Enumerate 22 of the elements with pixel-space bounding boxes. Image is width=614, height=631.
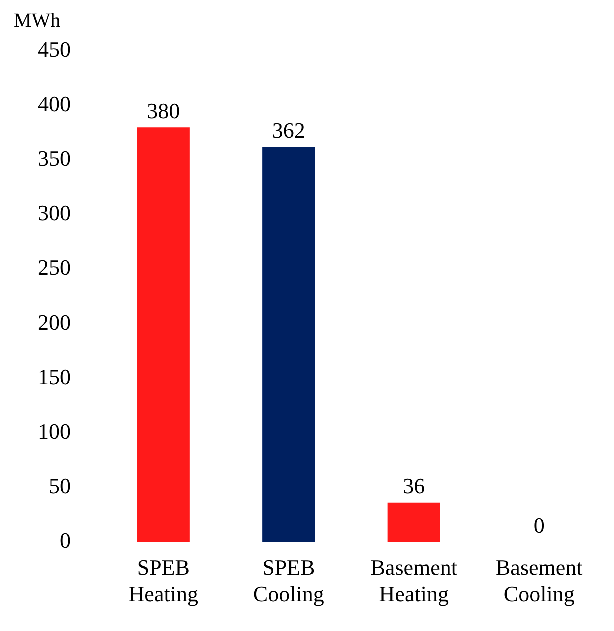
y-tick-label: 450: [38, 36, 71, 62]
bar: [388, 502, 440, 542]
bar: [262, 147, 316, 542]
x-tick-label: SPEB Cooling: [253, 555, 324, 607]
data-label: 0: [534, 512, 545, 538]
x-tick-label: Basement Heating: [370, 555, 458, 607]
bar: [137, 128, 190, 542]
y-tick-label: 0: [60, 528, 71, 553]
data-label: 380: [147, 98, 180, 124]
y-tick-label: 50: [49, 473, 71, 498]
y-tick-label: 400: [38, 92, 71, 117]
y-tick-label: 150: [38, 364, 71, 390]
y-tick-label: 200: [38, 310, 71, 335]
x-tick-label: Basement Cooling: [496, 555, 583, 607]
y-tick-label: 100: [38, 418, 71, 444]
y-tick-label: 250: [38, 255, 71, 280]
data-label: 36: [403, 474, 426, 499]
data-label: 362: [272, 118, 306, 143]
x-tick-label: SPEB Heating: [128, 555, 198, 607]
y-axis-title: MWh: [14, 10, 61, 33]
y-tick-label: 300: [38, 200, 71, 226]
y-tick-label: 350: [38, 146, 71, 172]
